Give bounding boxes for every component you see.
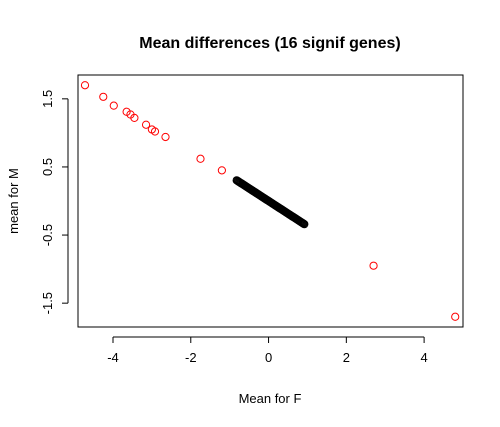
significant-gene-point [451, 312, 460, 321]
x-tick-label: 0 [265, 350, 272, 365]
significant-gene-point [99, 92, 108, 101]
y-tick-label: -0.5 [40, 224, 55, 246]
x-axis: -4 -2 0 2 4 [107, 336, 428, 365]
x-axis-label: Mean for F [239, 391, 302, 406]
x-tick-label: -2 [185, 350, 197, 365]
x-tick-label: -4 [107, 350, 119, 365]
significant-gene-point [150, 127, 160, 136]
significant-gene-point [130, 113, 139, 123]
significant-gene-point [217, 166, 226, 175]
significant-gene-point [369, 261, 378, 270]
y-axis: -1.5 -0.5 0.5 1.5 [40, 90, 69, 314]
significant-gene-point [141, 120, 151, 129]
x-tick-label: 2 [343, 350, 350, 365]
significant-gene-point [109, 101, 118, 110]
y-axis-label: mean for M [6, 168, 21, 234]
x-tick-label: 4 [420, 350, 427, 365]
plot-frame [77, 74, 464, 328]
significant-gene-point [80, 81, 90, 90]
y-tick-label: 1.5 [40, 90, 55, 108]
chart-title: Mean differences (16 signif genes) [139, 35, 400, 52]
data-points [80, 81, 460, 321]
significant-gene-point [196, 154, 205, 163]
significant-gene-point [161, 132, 170, 142]
y-tick-label: 0.5 [40, 158, 55, 176]
gene-point [300, 220, 309, 229]
y-tick-label: -1.5 [40, 292, 55, 314]
